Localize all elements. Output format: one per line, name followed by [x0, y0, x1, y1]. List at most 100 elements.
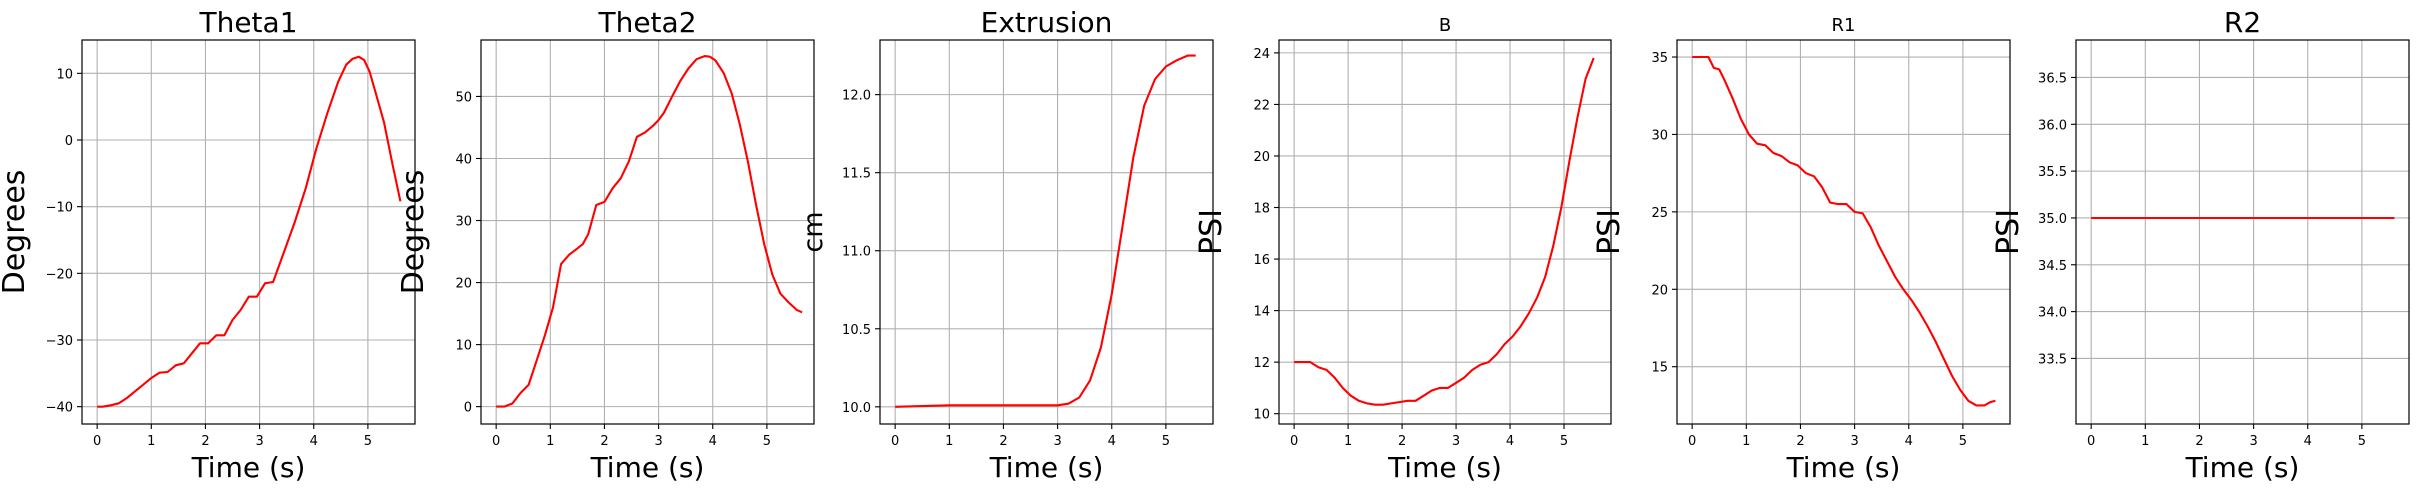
x-tick-label: 2 [1796, 434, 1804, 449]
y-tick-label: −20 [46, 267, 73, 282]
plot-frame [879, 39, 1214, 425]
y-tick-label: 16 [1253, 253, 1270, 268]
y-tick-label: 10 [455, 339, 472, 354]
x-tick-label: 3 [1850, 434, 1858, 449]
y-tick-label: 30 [455, 215, 472, 230]
x-tick-label: 2 [600, 434, 608, 449]
x-tick-label: 3 [654, 434, 662, 449]
y-tick-label: 12.0 [842, 89, 871, 104]
x-tick-label: 4 [2304, 434, 2312, 449]
y-tick-label: 30 [1651, 128, 1668, 143]
y-tick-label: 15 [1651, 361, 1668, 376]
x-tick-label: 3 [255, 434, 263, 449]
y-tick-label: 36.0 [2038, 118, 2067, 133]
y-tick-label: −10 [46, 201, 73, 216]
x-tick-label: 3 [1053, 434, 1061, 449]
y-tick-label: −30 [46, 334, 73, 349]
x-axis-label: Time (s) [2185, 451, 2300, 484]
y-tick-label: 35 [1651, 51, 1668, 66]
y-tick-label: 10 [56, 67, 73, 82]
x-tick-label: 3 [1452, 434, 1460, 449]
y-tick-label: 20 [1253, 150, 1270, 165]
x-tick-label: 5 [763, 434, 771, 449]
y-tick-label: 20 [1651, 283, 1668, 298]
x-tick-label: 1 [1742, 434, 1750, 449]
x-tick-label: 0 [891, 434, 899, 449]
y-tick-label: 0 [464, 401, 472, 416]
x-tick-label: 0 [93, 434, 101, 449]
y-tick-label: 20 [455, 277, 472, 292]
y-tick-label: 50 [455, 90, 472, 105]
y-tick-label: 33.5 [2038, 352, 2067, 367]
y-tick-label: 36.5 [2038, 71, 2067, 86]
y-tick-label: 18 [1253, 202, 1270, 217]
x-tick-label: 1 [1344, 434, 1352, 449]
y-tick-label: 11.5 [842, 167, 871, 182]
x-tick-label: 5 [1560, 434, 1568, 449]
subplot-theta1: 0 1 2 3 4 5 −40 −30 −20 −10 0 10 Theta1 Time (s) Degre… [0, 6, 416, 484]
y-tick-label: 34.0 [2038, 306, 2067, 321]
subplot-r1: 0 1 2 3 4 5 15 20 25 30 35 R1 Time (s) PSI [1592, 15, 2011, 484]
x-axis-label: Time (s) [989, 451, 1104, 484]
y-tick-label: 10 [1253, 408, 1270, 423]
x-tick-label: 4 [709, 434, 717, 449]
chart-title: R2 [2224, 6, 2261, 39]
x-tick-label: 4 [1108, 434, 1116, 449]
y-tick-label: 22 [1253, 98, 1270, 113]
y-axis-label: PSI [1991, 209, 2026, 255]
x-tick-label: 0 [492, 434, 500, 449]
plot-frame [480, 39, 815, 425]
x-tick-label: 1 [945, 434, 953, 449]
y-axis-label: PSI [1592, 209, 1627, 255]
x-axis-label: Time (s) [1786, 451, 1901, 484]
x-axis-label: Time (s) [590, 451, 705, 484]
y-tick-label: 40 [455, 152, 472, 167]
x-tick-label: 5 [1162, 434, 1170, 449]
x-tick-label: 4 [310, 434, 318, 449]
y-axis-label: PSI [1194, 209, 1229, 255]
subplot-r2: 0 1 2 3 4 5 33.5 34.0 34.5 35.0 35.5 36.0 36.5 R2 Time… [1991, 6, 2410, 484]
y-tick-label: 0 [65, 134, 73, 149]
plot-frame [81, 39, 416, 425]
plot-frame [1278, 39, 1612, 425]
y-tick-label: 11.0 [842, 245, 871, 260]
x-tick-label: 0 [2087, 434, 2095, 449]
plot-frame [1676, 39, 2011, 425]
x-tick-label: 2 [999, 434, 1007, 449]
x-tick-label: 1 [147, 434, 155, 449]
series-line [496, 55, 803, 408]
plot-frame [2075, 39, 2410, 425]
chart-title: B [1439, 15, 1451, 36]
x-tick-label: 2 [2195, 434, 2203, 449]
chart-title: Theta2 [597, 6, 696, 39]
x-tick-label: 0 [1290, 434, 1298, 449]
x-tick-label: 2 [1398, 434, 1406, 449]
x-tick-label: 2 [201, 434, 209, 449]
chart-title: R1 [1832, 15, 1856, 36]
series-line [97, 55, 402, 408]
x-tick-label: 3 [2249, 434, 2257, 449]
y-tick-label: 34.5 [2038, 259, 2067, 274]
y-axis-label: cm [798, 211, 829, 252]
y-tick-label: 12 [1253, 356, 1270, 371]
x-axis-label: Time (s) [1387, 451, 1502, 484]
y-tick-label: −40 [46, 401, 73, 416]
series-line [895, 54, 1196, 408]
x-tick-label: 4 [1905, 434, 1913, 449]
x-tick-label: 5 [1959, 434, 1967, 449]
y-axis-label: Degrees [0, 170, 32, 295]
y-tick-label: 25 [1651, 206, 1668, 221]
x-tick-label: 4 [1506, 434, 1514, 449]
chart-title: Extrusion [981, 6, 1113, 39]
x-tick-label: 0 [1688, 434, 1696, 449]
x-axis-label: Time (s) [191, 451, 306, 484]
x-tick-label: 1 [546, 434, 554, 449]
x-tick-label: 5 [2358, 434, 2366, 449]
subplot-extrusion: 0 1 2 3 4 5 10.0 10.5 11.0 11.5 12.0 Extrusion Time … [798, 6, 1214, 484]
y-tick-label: 10.5 [842, 323, 871, 338]
x-tick-label: 5 [364, 434, 372, 449]
y-tick-label: 14 [1253, 305, 1270, 320]
